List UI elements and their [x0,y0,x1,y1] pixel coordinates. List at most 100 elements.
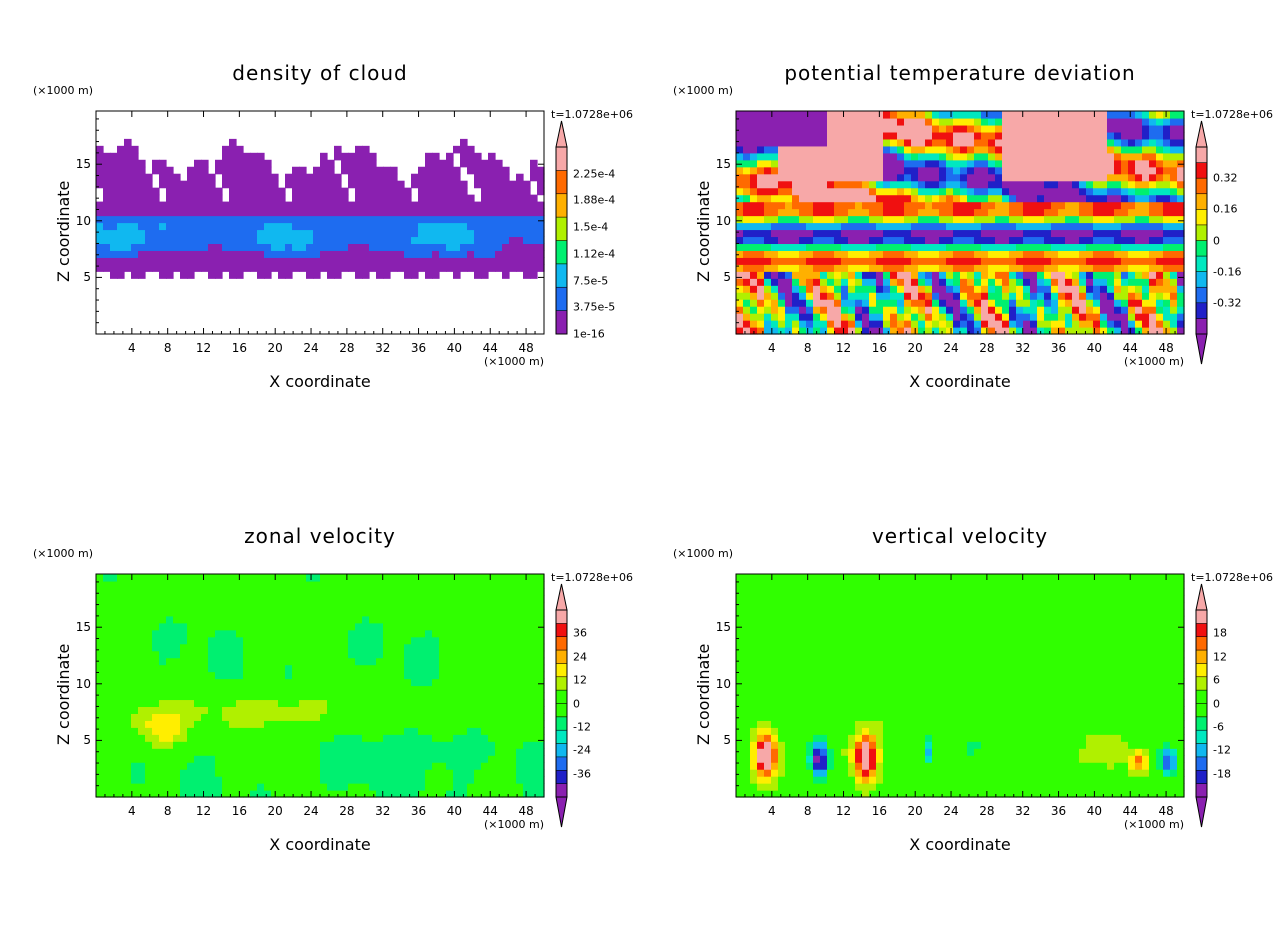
field-cell [159,706,167,714]
field-cell [925,320,933,328]
field-cell [1100,138,1108,147]
field-cell [1107,208,1115,217]
field-cell [369,769,377,777]
field-cell [764,250,772,258]
field-cell [341,769,349,777]
field-cell [792,194,800,203]
field-cell [946,194,954,203]
field-cell [215,769,223,777]
field-cell [362,692,370,701]
field-cell [1163,285,1171,293]
field-cell [215,264,223,272]
field-cell [159,692,167,701]
field-cell [138,229,146,238]
field-cell [460,138,468,147]
field-cell [166,208,174,217]
field-cell [411,215,419,224]
field-cell [799,187,807,196]
field-cell [250,664,258,673]
field-cell [474,159,482,168]
field-cell [208,741,216,749]
field-cell [215,762,223,770]
field-cell [778,124,786,133]
field-cell [530,201,538,210]
field-cell [131,664,139,673]
field-cell [939,229,947,238]
field-cell [208,229,216,238]
field-cell [425,755,433,763]
field-cell [995,124,1003,133]
field-cell [187,580,195,589]
field-cell [446,243,454,251]
field-cell [1009,236,1017,245]
field-cell [432,727,440,735]
field-cell [397,727,405,735]
y-tick-label: 5 [83,270,91,285]
field-cell [313,215,321,224]
x-axis-title: X coordinate [269,372,371,391]
field-cell [166,601,174,610]
field-cell [194,706,202,714]
field-cell [250,692,258,701]
field-cell [306,671,314,680]
field-cell [341,706,349,714]
field-cell [292,629,300,638]
field-cell [1037,285,1045,293]
field-cell [1093,229,1101,238]
field-cell [1086,208,1094,217]
field-cell [537,201,545,210]
field-cell [110,622,118,631]
field-cell [1002,111,1010,119]
field-cell [1156,236,1164,245]
field-cell [117,608,125,617]
field-cell [369,152,377,161]
field-cell [1065,215,1073,224]
field-cell [890,236,898,245]
field-cell [897,306,905,314]
field-cell [187,201,195,210]
field-cell [376,208,384,217]
field-cell [1100,306,1108,314]
field-cell [1135,215,1143,224]
field-cell [103,643,111,652]
field-cell [446,201,454,210]
field-cell [418,769,426,777]
field-cell [250,264,258,272]
field-cell [764,194,772,203]
field-cell [131,152,139,161]
field-cell [1114,117,1122,126]
field-cell [194,720,202,728]
field-cell [306,173,314,182]
colorbar-segment [1196,162,1207,179]
field-cell [792,257,800,265]
field-cell [404,580,412,589]
field-cell [820,292,828,300]
field-cell [1002,299,1010,307]
field-cell [806,313,814,321]
field-cell [813,180,821,189]
field-cell [229,692,237,701]
field-cell [799,180,807,189]
field-cell [187,243,195,251]
field-cell [953,313,961,321]
field-cell [278,229,286,238]
field-cell [306,608,314,617]
field-cell [1072,187,1080,196]
field-cell [201,608,209,617]
field-cell [764,271,772,279]
field-cell [1177,250,1185,258]
field-cell [939,292,947,300]
field-cell [404,594,412,603]
field-cell [1079,243,1087,251]
field-cell [390,650,398,659]
field-cell [229,264,237,272]
field-cell [848,229,856,238]
field-cell [397,243,405,251]
field-cell [820,145,828,154]
field-cell [764,285,772,293]
field-cell [194,734,202,742]
field-cell [537,264,545,272]
field-cell [834,236,842,245]
field-cell [1114,320,1122,328]
field-cell [278,727,286,735]
